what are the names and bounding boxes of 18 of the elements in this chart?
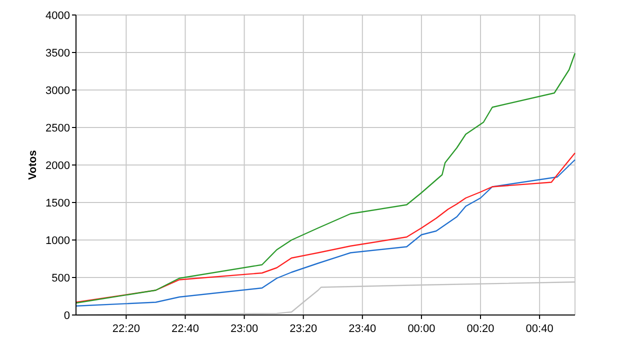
- y-axis-title: Votos: [27, 150, 39, 180]
- y-tick-label: 3000: [46, 84, 70, 97]
- y-tick-label: 1500: [46, 197, 70, 210]
- x-tick-label: 23:20: [290, 323, 318, 335]
- y-tick-label: 2500: [46, 122, 70, 134]
- x-tick-label: 23:40: [348, 323, 376, 335]
- y-tick-label: 4000: [46, 10, 70, 22]
- x-tick-label: 22:40: [171, 323, 200, 335]
- y-tick-label: 3500: [46, 47, 70, 60]
- y-tick-label: 1000: [46, 234, 70, 247]
- x-tick-label: 00:20: [466, 323, 494, 335]
- y-tick-label: 500: [52, 272, 70, 284]
- x-tick-label: 00:40: [526, 323, 554, 335]
- x-tick-label: 23:00: [230, 323, 258, 335]
- y-tick-label: 2000: [46, 160, 70, 172]
- y-tick-label: 0: [64, 310, 70, 322]
- x-tick-label: 00:00: [408, 323, 436, 335]
- x-tick-label: 22:20: [112, 323, 140, 335]
